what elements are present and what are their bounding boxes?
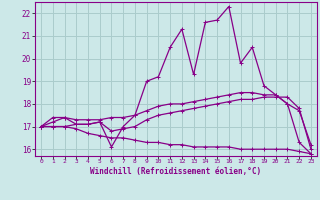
X-axis label: Windchill (Refroidissement éolien,°C): Windchill (Refroidissement éolien,°C) [91, 167, 261, 176]
